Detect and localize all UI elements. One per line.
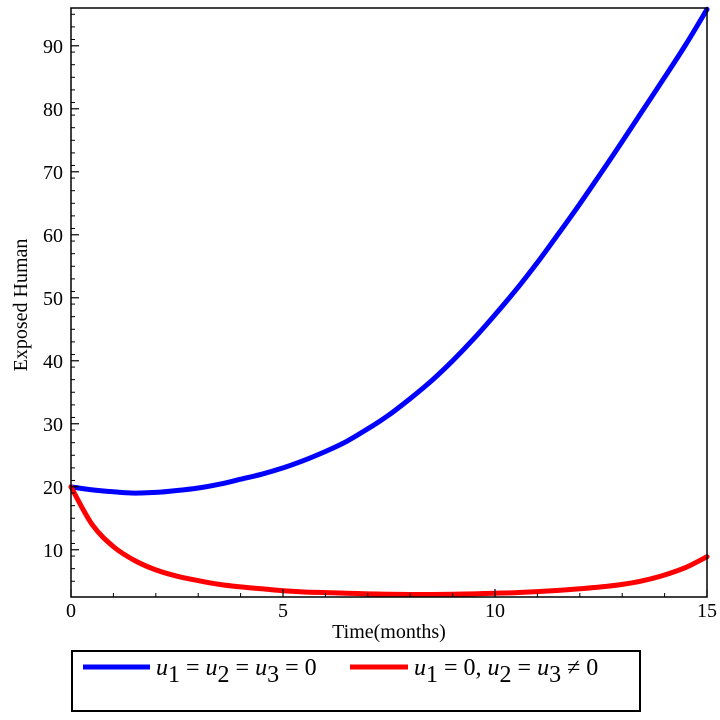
y-tick-label: 50 — [43, 288, 63, 310]
legend-box — [71, 650, 641, 712]
axes: 0 5 10 15 10 20 30 40 50 60 70 80 90 — [43, 7, 717, 622]
legend-item-2: u1 = 0, u2 = u3 ≠ 0 — [414, 655, 598, 688]
plot-area — [68, 6, 710, 597]
y-tick-label: 40 — [43, 351, 63, 373]
y-tick-label: 10 — [43, 540, 63, 562]
series-line-red — [68, 484, 710, 597]
x-tick-label: 5 — [278, 600, 288, 622]
legend: u1 = u2 = u3 = 0 u1 = 0, u2 = u3 ≠ 0 — [71, 650, 641, 712]
y-tick-label: 70 — [43, 162, 63, 184]
x-tick-label: 15 — [697, 600, 717, 622]
y-tick-label: 60 — [43, 225, 63, 247]
y-tick-label: 90 — [43, 36, 63, 58]
y-tick-label: 30 — [43, 414, 63, 436]
y-axis-label: Exposed Human — [10, 239, 32, 372]
x-tick-label: 0 — [66, 600, 76, 622]
x-tick-label: 10 — [485, 600, 505, 622]
x-axis-label: Time(months) — [332, 621, 446, 643]
y-tick-label: 20 — [43, 477, 63, 499]
legend-item-1: u1 = u2 = u3 = 0 — [156, 655, 317, 688]
series-line-blue — [68, 6, 710, 496]
plot-frame — [70, 7, 708, 598]
y-tick-label: 80 — [43, 99, 63, 121]
